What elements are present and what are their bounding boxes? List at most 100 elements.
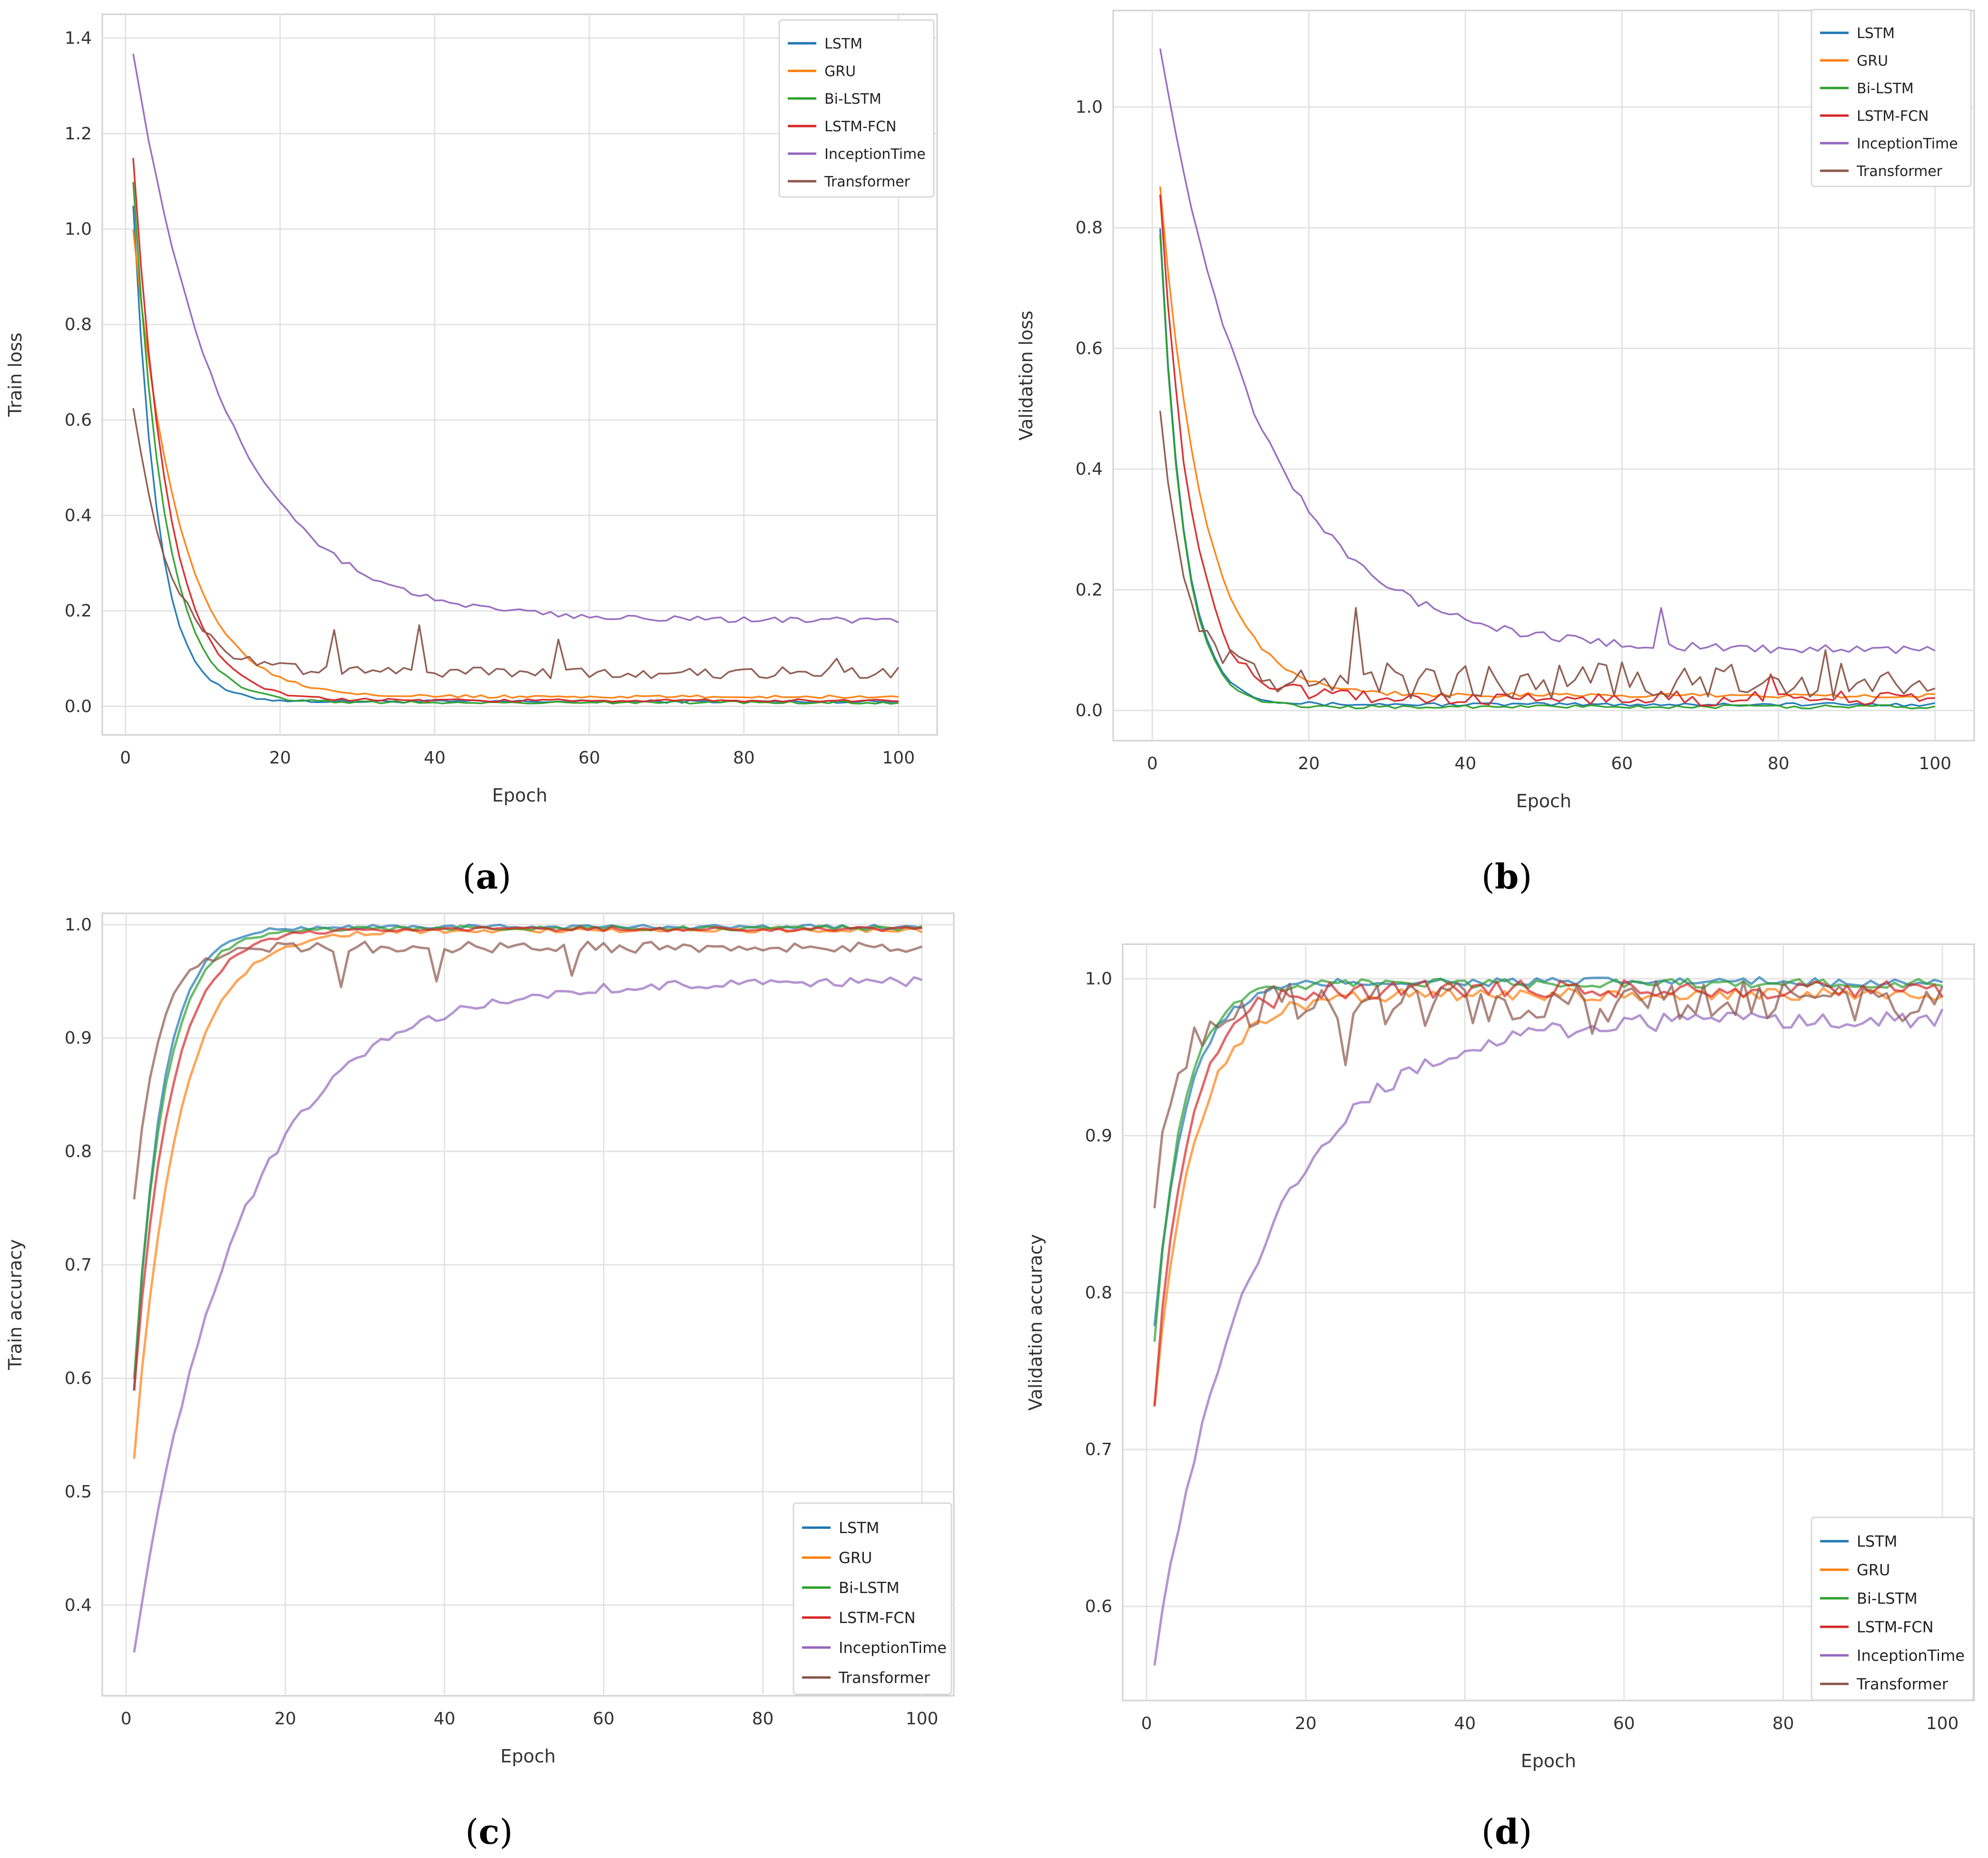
- x-tick-label: 80: [1773, 1714, 1794, 1733]
- series-line-bi-lstm: [132, 182, 899, 705]
- x-tick-label: 40: [1454, 1714, 1476, 1733]
- legend-label: Bi-LSTM: [839, 1579, 900, 1597]
- y-tick-label: 0.8: [65, 315, 92, 334]
- legend: LSTM GRU Bi-LSTM LSTM-FCN InceptionTime Trans…: [793, 1502, 952, 1695]
- legend-label: LSTM-FCN: [824, 118, 896, 135]
- series-line-lstm-fcn: [1159, 195, 1935, 706]
- legend-label: InceptionTime: [824, 146, 926, 163]
- y-tick-label: 1.0: [1076, 98, 1103, 117]
- chart-a: 0 20 40 60 80 100 0.0 0.2 0.4 0.6 0.8 1.0 1.2 1.4 Epoc…: [5, 13, 938, 806]
- series-line-inceptiontime: [133, 976, 922, 1653]
- y-tick-label: 0.2: [65, 601, 92, 621]
- y-tick-label: 1.0: [1085, 969, 1112, 989]
- series-line-inceptiontime: [1159, 48, 1936, 655]
- series-line-inceptiontime: [1153, 1008, 1944, 1666]
- legend-label: InceptionTime: [839, 1639, 947, 1657]
- legend: LSTM GRU Bi-LSTM LSTM-FCN InceptionTime Trans…: [1811, 1516, 1974, 1701]
- x-tick-label: 40: [433, 1709, 455, 1729]
- y-tick-label: 0.8: [1076, 218, 1103, 238]
- y-tick-label: 1.4: [65, 29, 92, 48]
- caption-c: (c): [465, 1811, 513, 1852]
- x-axis-label: Epoch: [1521, 1750, 1576, 1771]
- chart-c: 0 20 40 60 80 100 0.4 0.5 0.6 0.7 0.8 0.9 1.0 Epoch Tr…: [5, 912, 955, 1767]
- y-tick-label: 1.0: [65, 915, 92, 935]
- x-tick-label: 20: [269, 748, 291, 768]
- x-tick-label: 80: [733, 748, 755, 768]
- caption-d: (d): [1481, 1811, 1532, 1852]
- x-tick-label: 80: [752, 1709, 774, 1729]
- x-tick-label: 100: [906, 1709, 939, 1729]
- legend-box: [778, 19, 935, 198]
- x-tick-label: 0: [120, 748, 131, 768]
- y-tick-label: 0.9: [1085, 1126, 1112, 1145]
- y-tick-label: 0.4: [1076, 460, 1103, 479]
- x-axis-label: Epoch: [500, 1746, 556, 1767]
- series-line-lstm-fcn: [133, 926, 922, 1391]
- x-tick-label: 0: [1147, 754, 1158, 773]
- legend-label: LSTM: [839, 1519, 879, 1537]
- legend-label: Bi-LSTM: [824, 91, 881, 108]
- legend-label: Transformer: [838, 1669, 930, 1687]
- series-line-transformer: [132, 408, 900, 679]
- legend-box: [1811, 9, 1972, 187]
- y-tick-label: 0.6: [65, 1369, 92, 1388]
- y-tick-label: 0.7: [65, 1255, 92, 1275]
- legend-label: LSTM: [1857, 25, 1895, 42]
- x-tick-label: 40: [424, 748, 446, 768]
- x-tick-label: 100: [1919, 754, 1951, 773]
- chart-d: 0 20 40 60 80 100 0.6 0.7 0.8 0.9 1.0 Epoch Validati…: [1025, 943, 1975, 1771]
- y-tick-label: 0.8: [65, 1142, 92, 1162]
- x-tick-label: 0: [121, 1709, 132, 1729]
- legend-box: [1811, 1516, 1974, 1701]
- y-tick-label: 1.0: [65, 219, 92, 239]
- y-tick-label: 0.6: [1076, 339, 1103, 358]
- caption-b: (b): [1481, 856, 1532, 897]
- y-axis-label: Validation loss: [1016, 311, 1037, 440]
- series-line-inceptiontime: [132, 53, 899, 624]
- legend-label: Bi-LSTM: [1857, 80, 1914, 97]
- legend: LSTM GRU Bi-LSTM LSTM-FCN InceptionTime Trans…: [778, 19, 935, 198]
- y-tick-label: 0.0: [1076, 701, 1103, 721]
- x-tick-label: 60: [1613, 1714, 1635, 1733]
- legend-label: GRU: [1857, 1561, 1890, 1579]
- y-axis-label: Validation accuracy: [1025, 1234, 1046, 1410]
- legend-label: GRU: [824, 63, 856, 80]
- legend-label: LSTM-FCN: [1857, 108, 1929, 125]
- x-tick-label: 60: [593, 1709, 615, 1729]
- y-tick-label: 0.5: [65, 1482, 92, 1502]
- y-tick-label: 0.6: [1085, 1597, 1112, 1616]
- chart-b: 0 20 40 60 80 100 0.0 0.2 0.4 0.6 0.8 1.0 Epoch Valid…: [1016, 9, 1975, 812]
- legend-label: InceptionTime: [1857, 136, 1958, 152]
- legend-label: Bi-LSTM: [1857, 1590, 1918, 1608]
- y-axis-label: Train accuracy: [5, 1239, 26, 1370]
- x-axis-label: Epoch: [1516, 791, 1571, 812]
- series-line-gru: [132, 229, 899, 699]
- x-axis-label: Epoch: [492, 785, 547, 806]
- series-line-bi-lstm: [133, 924, 922, 1379]
- legend-label: LSTM: [1857, 1533, 1897, 1551]
- caption-a: (a): [462, 856, 511, 897]
- legend-label: Transformer: [824, 174, 911, 190]
- x-tick-label: 20: [274, 1709, 296, 1729]
- y-tick-label: 0.7: [1085, 1440, 1112, 1459]
- y-tick-label: 0.9: [65, 1028, 92, 1048]
- y-axis-label: Train loss: [5, 332, 26, 417]
- legend-label: Transformer: [1856, 163, 1943, 180]
- series-line-transformer: [133, 940, 922, 1200]
- legend-label: GRU: [1857, 53, 1888, 69]
- x-tick-label: 60: [578, 748, 600, 768]
- x-tick-label: 20: [1298, 754, 1320, 773]
- series-line-transformer: [1153, 980, 1944, 1209]
- y-tick-label: 0.4: [65, 1595, 92, 1615]
- x-tick-label: 60: [1611, 754, 1633, 773]
- y-tick-label: 0.2: [1076, 580, 1103, 600]
- series-line-transformer: [1159, 411, 1936, 699]
- legend: LSTM GRU Bi-LSTM LSTM-FCN InceptionTime Trans…: [1811, 9, 1972, 187]
- series-line-lstm-fcn: [132, 158, 899, 703]
- x-tick-label: 0: [1141, 1714, 1152, 1733]
- x-tick-label: 100: [882, 748, 915, 768]
- series-line-lstm: [1153, 976, 1943, 1326]
- y-tick-label: 1.2: [65, 124, 92, 144]
- legend-label: LSTM: [824, 36, 862, 52]
